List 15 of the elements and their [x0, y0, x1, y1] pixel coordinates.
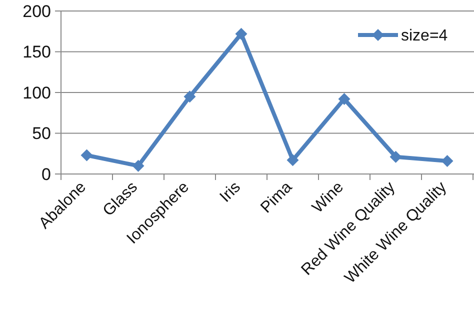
y-tick-label: 100: [22, 83, 51, 102]
point: [80, 149, 93, 162]
y-tick-label: 150: [22, 42, 51, 62]
point: [132, 160, 144, 172]
point: [441, 154, 454, 167]
y-tick-label: 200: [22, 2, 51, 21]
y-tick-label: 0: [42, 164, 51, 184]
y-tick-label: 50: [32, 124, 51, 144]
point: [286, 154, 299, 166]
point: [338, 93, 350, 106]
point: [390, 150, 402, 163]
point: [235, 28, 248, 40]
legend-label: size=4: [401, 28, 448, 45]
x-tick-label: Iris: [216, 178, 244, 206]
point: [184, 90, 196, 103]
